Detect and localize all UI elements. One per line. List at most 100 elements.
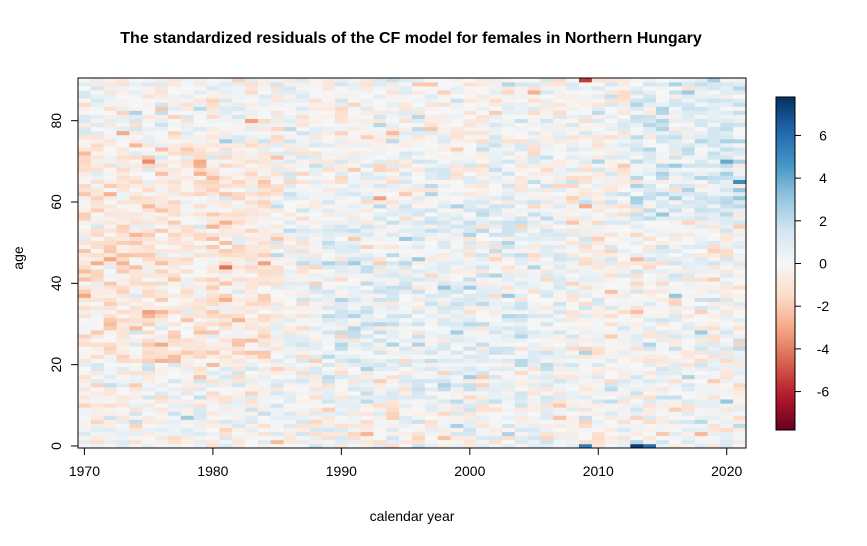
heatmap-cell xyxy=(103,435,117,441)
heatmap-cell xyxy=(167,175,182,180)
heatmap-cell xyxy=(412,334,426,339)
heatmap-cell xyxy=(283,220,297,225)
y-tick-label: 0 xyxy=(48,442,64,450)
heatmap-cell xyxy=(78,167,92,172)
heatmap-cell xyxy=(129,134,143,140)
heatmap-cell xyxy=(322,399,336,404)
heatmap-cell xyxy=(116,204,130,209)
heatmap-cell xyxy=(501,224,516,229)
heatmap-cell xyxy=(155,321,169,327)
heatmap-cell xyxy=(116,297,130,302)
heatmap-cell xyxy=(257,118,271,124)
heatmap-cell xyxy=(604,82,618,87)
heatmap-cell xyxy=(681,90,695,95)
heatmap-cell xyxy=(322,252,336,258)
heatmap-cell xyxy=(399,321,413,327)
heatmap-cell xyxy=(245,126,259,132)
heatmap-cell xyxy=(399,126,413,132)
heatmap-cell xyxy=(399,138,413,144)
heatmap-cell xyxy=(360,175,374,180)
heatmap-cell xyxy=(424,301,438,306)
heatmap-cell xyxy=(257,346,271,351)
heatmap-cell xyxy=(257,252,271,258)
heatmap-cell xyxy=(707,399,721,404)
heatmap-cell xyxy=(386,313,400,319)
heatmap-cell xyxy=(656,350,670,355)
heatmap-cell xyxy=(527,240,541,246)
heatmap-cell xyxy=(527,354,541,359)
heatmap-cell xyxy=(424,244,438,250)
heatmap-cell xyxy=(617,427,631,433)
heatmap-cell xyxy=(540,183,554,189)
heatmap-cell xyxy=(489,248,503,254)
heatmap-cell xyxy=(219,281,233,286)
heatmap-cell xyxy=(206,159,220,164)
heatmap-cell xyxy=(424,443,438,449)
heatmap-cell xyxy=(167,395,182,400)
heatmap-cell xyxy=(437,228,451,233)
heatmap-cell xyxy=(579,301,593,306)
heatmap-cell xyxy=(309,370,323,376)
heatmap-cell xyxy=(142,334,156,339)
heatmap-cell xyxy=(553,293,567,298)
heatmap-cell xyxy=(167,191,182,197)
heatmap-cell xyxy=(270,106,284,111)
heatmap-cell xyxy=(245,399,259,404)
heatmap-cell xyxy=(373,309,387,315)
heatmap-cell xyxy=(617,208,631,213)
heatmap-cell xyxy=(681,309,695,315)
heatmap-cell xyxy=(334,212,349,217)
heatmap-cell xyxy=(694,159,708,164)
heatmap-cell xyxy=(399,191,413,197)
heatmap-cell xyxy=(476,248,490,254)
heatmap-cell xyxy=(129,439,143,445)
heatmap-cell xyxy=(129,252,143,258)
heatmap-cell xyxy=(617,220,631,225)
heatmap-cell xyxy=(463,78,477,83)
heatmap-cell xyxy=(232,317,246,323)
heatmap-cell xyxy=(180,391,194,396)
heatmap-cell xyxy=(617,126,631,132)
heatmap-cell xyxy=(167,183,182,189)
heatmap-cell xyxy=(360,419,374,424)
heatmap-cell xyxy=(476,293,490,298)
heatmap-cell xyxy=(373,82,387,87)
heatmap-cell xyxy=(412,435,426,441)
heatmap-cell xyxy=(193,78,207,83)
heatmap-cell xyxy=(476,224,490,229)
heatmap-cell xyxy=(309,317,323,323)
heatmap-cell xyxy=(412,86,426,91)
heatmap-cell xyxy=(733,114,747,119)
heatmap-cell xyxy=(347,163,361,168)
heatmap-cell xyxy=(155,244,169,250)
heatmap-cell xyxy=(733,378,747,384)
heatmap-cell xyxy=(245,110,259,115)
heatmap-cell xyxy=(553,407,567,412)
heatmap-cell xyxy=(694,204,708,209)
heatmap-cell xyxy=(733,244,747,250)
heatmap-cell xyxy=(103,399,117,404)
heatmap-cell xyxy=(245,138,259,144)
heatmap-cell xyxy=(681,260,695,266)
heatmap-cell xyxy=(591,130,605,136)
heatmap-cell xyxy=(643,130,657,136)
heatmap-cell xyxy=(604,374,618,380)
heatmap-cell xyxy=(733,191,747,197)
heatmap-cell xyxy=(424,171,438,176)
heatmap-cell xyxy=(90,313,104,319)
heatmap-cell xyxy=(270,179,284,185)
heatmap-cell xyxy=(399,309,413,315)
heatmap-cell xyxy=(424,423,438,428)
heatmap-cell xyxy=(180,248,194,254)
chart-title: The standardized residuals of the CF mod… xyxy=(120,30,702,47)
heatmap-cell xyxy=(155,374,169,380)
heatmap-cell xyxy=(617,358,631,363)
heatmap-cell xyxy=(412,122,426,128)
heatmap-cell xyxy=(386,443,400,449)
heatmap-cell xyxy=(245,220,259,225)
heatmap-cell xyxy=(155,387,169,392)
heatmap-cell xyxy=(334,354,349,359)
heatmap-cell xyxy=(373,387,387,392)
heatmap-cell xyxy=(437,366,451,372)
